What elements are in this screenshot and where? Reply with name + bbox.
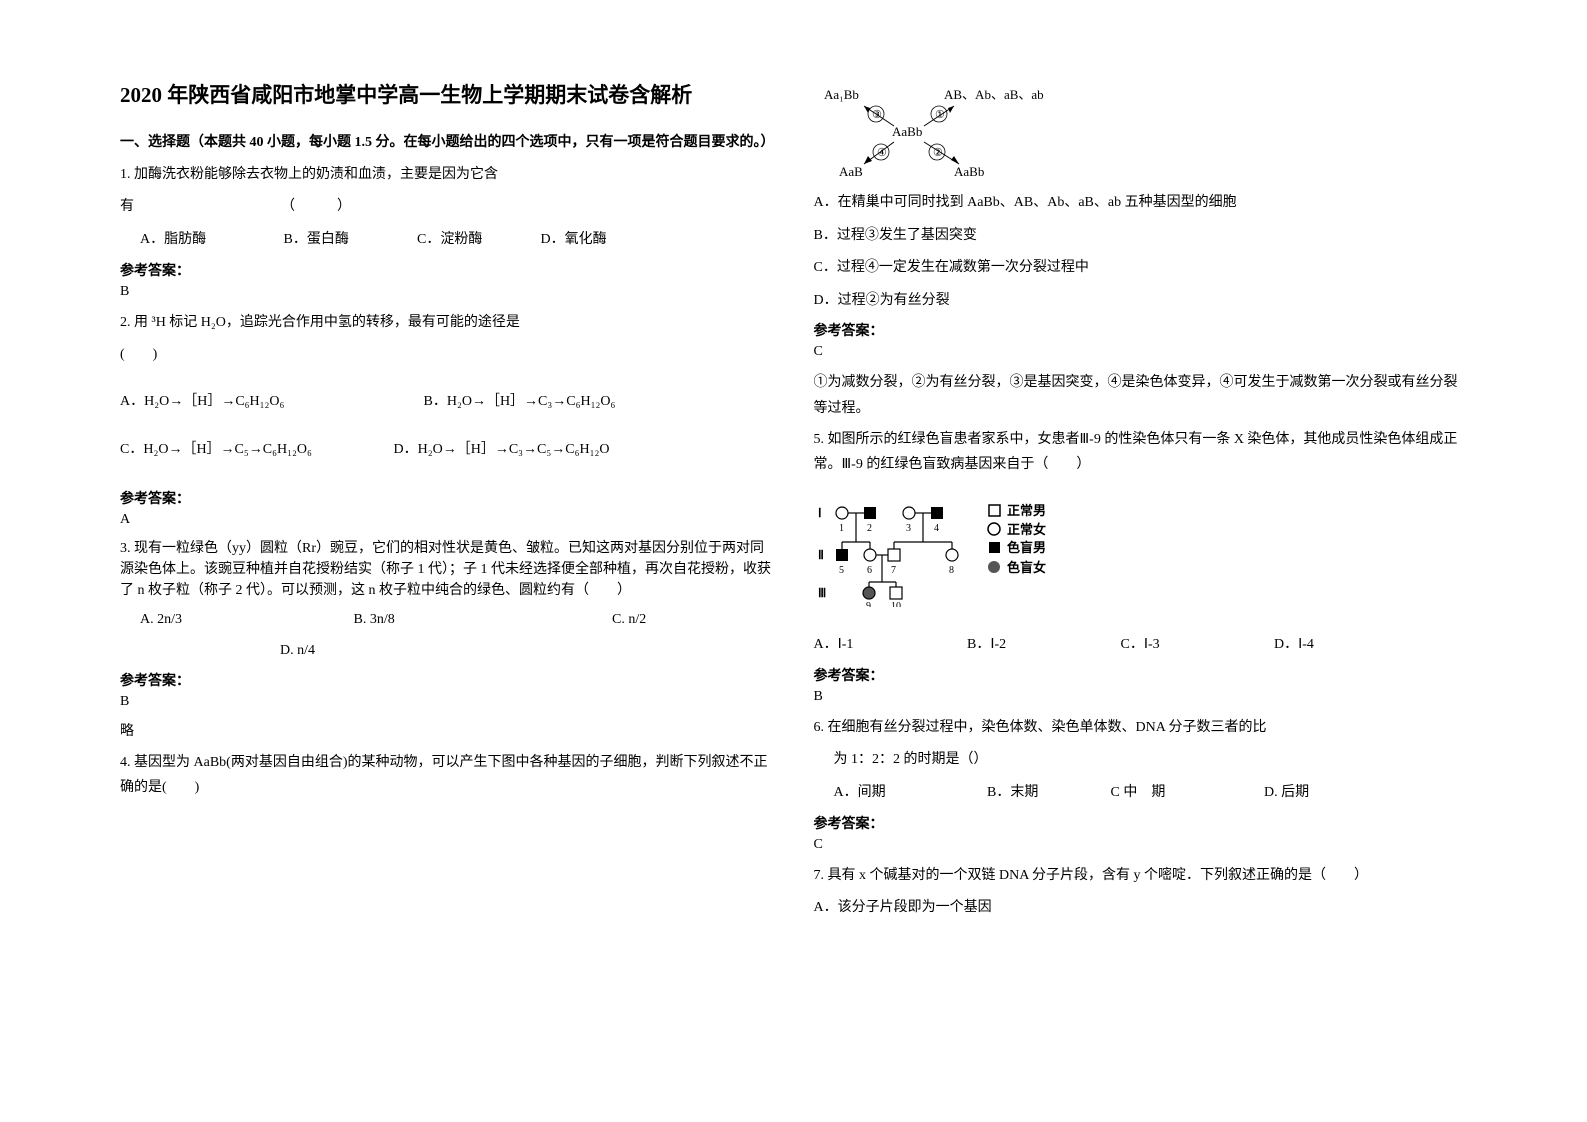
q5-pedigree: Ⅰ 1 2 3 4 Ⅱ 5 6 7 8 (814, 497, 1468, 612)
svg-text:7: 7 (891, 565, 896, 576)
diag-top-right: AB、Ab、aB、ab (944, 87, 1044, 102)
q7-opt-a: A．该分子片段即为一个基因 (814, 895, 1468, 922)
svg-text:3: 3 (906, 523, 911, 534)
q6-stem: 6. 在细胞有丝分裂过程中，染色体数、染色单体数、DNA 分子数三者的比 (814, 715, 1468, 742)
svg-text:4: 4 (934, 523, 939, 534)
q3-stem: 3. 现有一粒绿色（yy）圆粒（Rr）豌豆，它们的相对性状是黄色、皱粒。已知这两… (120, 538, 774, 601)
q3-answer-label: 参考答案： (120, 670, 774, 690)
svg-text:Ⅰ: Ⅰ (818, 506, 822, 520)
exam-title: 2020 年陕西省咸阳市地掌中学高一生物上学期期末试卷含解析 (120, 80, 774, 112)
q1-options: A．脂肪酶 B．蛋白酶 C．淀粉酶 D．氧化酶 (120, 227, 774, 254)
q5-answer-label: 参考答案： (814, 665, 1468, 685)
q6-opt-c: C 中 期 (1111, 780, 1261, 807)
svg-text:色盲男: 色盲男 (1007, 540, 1046, 555)
diag-bottom-right: AaBb (954, 164, 984, 179)
q3-answer: B (120, 694, 774, 710)
q4-opt-c: C．过程④一定发生在减数第一次分裂过程中 (814, 255, 1468, 282)
q3-opt-a: A. 2n/3 (120, 607, 350, 634)
q3-opt-c: C. n/2 (612, 607, 646, 634)
q3-options-row2: D. n/4 (120, 638, 774, 665)
q6-opt-b: B．末期 (987, 780, 1107, 807)
q5-stem: 5. 如图所示的红绿色盲患者家系中，女患者Ⅲ-9 的性染色体只有一条 X 染色体… (814, 427, 1468, 477)
q4-opt-a: A．在精巢中可同时找到 AaBb、AB、Ab、aB、ab 五种基因型的细胞 (814, 190, 1468, 217)
q6-opt-d: D. 后期 (1264, 780, 1309, 807)
q1-stem: 1. 加酶洗衣粉能够除去衣物上的奶渍和血渍，主要是因为它含 (120, 162, 774, 189)
q3-options-row1: A. 2n/3 B. 3n/8 C. n/2 (120, 607, 774, 634)
q5-opt-d: D．Ⅰ-4 (1274, 632, 1314, 659)
q4-answer-label: 参考答案： (814, 320, 1468, 340)
q6-answer: C (814, 837, 1468, 853)
q1-answer-label: 参考答案： (120, 260, 774, 280)
diag-label-1: ① (935, 109, 945, 121)
q1-opt-b: B．蛋白酶 (284, 227, 414, 254)
svg-text:10: 10 (891, 601, 901, 607)
q1-answer: B (120, 284, 774, 300)
q2-options-row1: A．H₂O→［H］→C₆H₁₂O₆ B．H₂O→［H］→C₃→C₆H₁₂O₆ (120, 389, 774, 416)
q2-opt-a: A．H₂O→［H］→C₆H₁₂O₆ (120, 389, 420, 416)
diag-label-4: ④ (877, 147, 887, 159)
svg-text:8: 8 (949, 565, 954, 576)
svg-text:Ⅱ: Ⅱ (818, 548, 824, 562)
svg-text:9: 9 (866, 601, 871, 607)
q4-opt-d: D．过程②为有丝分裂 (814, 288, 1468, 315)
diag-bottom-left: AaB (839, 164, 863, 179)
diag-center: AaBb (892, 124, 922, 139)
q4-opt-b: B．过程③发生了基因突变 (814, 223, 1468, 250)
q1-opt-a: A．脂肪酶 (140, 227, 280, 254)
q3-opt-b: B. 3n/8 (354, 607, 609, 634)
left-column: 2020 年陕西省咸阳市地掌中学高一生物上学期期末试卷含解析 一、选择题（本题共… (100, 80, 794, 1082)
q2-opt-d: D．H₂O→［H］→C₃→C₅→C₆H₁₂O (394, 437, 610, 464)
q3-opt-d: D. n/4 (120, 638, 315, 665)
q5-answer: B (814, 689, 1468, 705)
q6-opt-a: A．间期 (834, 780, 984, 807)
svg-text:正常男: 正常男 (1007, 503, 1046, 518)
diag-label-2: ② (933, 147, 943, 159)
svg-text:Ⅲ: Ⅲ (818, 586, 826, 600)
section-heading: 一、选择题（本题共 40 小题，每小题 1.5 分。在每小题给出的四个选项中，只… (120, 132, 774, 154)
q6-stem2: 为 1：2：2 的时期是（） (814, 747, 1468, 774)
q4-explain: ①为减数分裂，②为有丝分裂，③是基因突变，④是染色体变异，④可发生于减数第一次分… (814, 370, 1468, 420)
q5-options: A．Ⅰ-1 B．Ⅰ-2 C．Ⅰ-3 D．Ⅰ-4 (814, 632, 1468, 659)
q5-opt-a: A．Ⅰ-1 (814, 632, 964, 659)
q2-stem: 2. 用 ³H 标记 H₂O，追踪光合作用中氢的转移，最有可能的途径是 (120, 310, 774, 337)
q6-answer-label: 参考答案： (814, 813, 1468, 833)
q4-stem: 4. 基因型为 AaBb(两对基因自由组合)的某种动物，可以产生下图中各种基因的… (120, 750, 774, 800)
q2-stem2: ( ) (120, 342, 774, 369)
svg-text:2: 2 (867, 523, 872, 534)
q4-diagram: Aa₁Bb AB、Ab、aB、ab ③ ① AaBb ④ ② AaB AaBb (814, 84, 1468, 184)
q1-opt-c: C．淀粉酶 (417, 227, 537, 254)
q4-answer: C (814, 344, 1468, 360)
right-column: Aa₁Bb AB、Ab、aB、ab ③ ① AaBb ④ ② AaB AaBb … (794, 80, 1488, 1082)
q2-opt-b: B．H₂O→［H］→C₃→C₆H₁₂O₆ (424, 389, 616, 416)
q7-stem: 7. 具有 x 个碱基对的一个双链 DNA 分子片段，含有 y 个嘧啶．下列叙述… (814, 863, 1468, 890)
svg-text:正常女: 正常女 (1007, 522, 1046, 537)
diag-top-left: Aa₁Bb (824, 87, 859, 102)
q2-opt-c: C．H₂O→［H］→C₅→C₆H₁₂O₆ (120, 437, 390, 464)
svg-text:6: 6 (867, 565, 872, 576)
q5-opt-b: B．Ⅰ-2 (967, 632, 1117, 659)
q5-opt-c: C．Ⅰ-3 (1121, 632, 1271, 659)
q2-options-row2: C．H₂O→［H］→C₅→C₆H₁₂O₆ D．H₂O→［H］→C₃→C₅→C₆H… (120, 437, 774, 464)
svg-text:1: 1 (839, 523, 844, 534)
q3-explain: 略 (120, 720, 774, 740)
q1-stem2: 有 （ ） (120, 194, 774, 221)
q2-answer-label: 参考答案： (120, 488, 774, 508)
diag-label-3: ③ (872, 109, 882, 121)
q2-answer: A (120, 512, 774, 528)
q6-options: A．间期 B．末期 C 中 期 D. 后期 (814, 780, 1468, 807)
svg-text:5: 5 (839, 565, 844, 576)
svg-text:色盲女: 色盲女 (1007, 560, 1046, 575)
q1-opt-d: D．氧化酶 (541, 227, 607, 254)
